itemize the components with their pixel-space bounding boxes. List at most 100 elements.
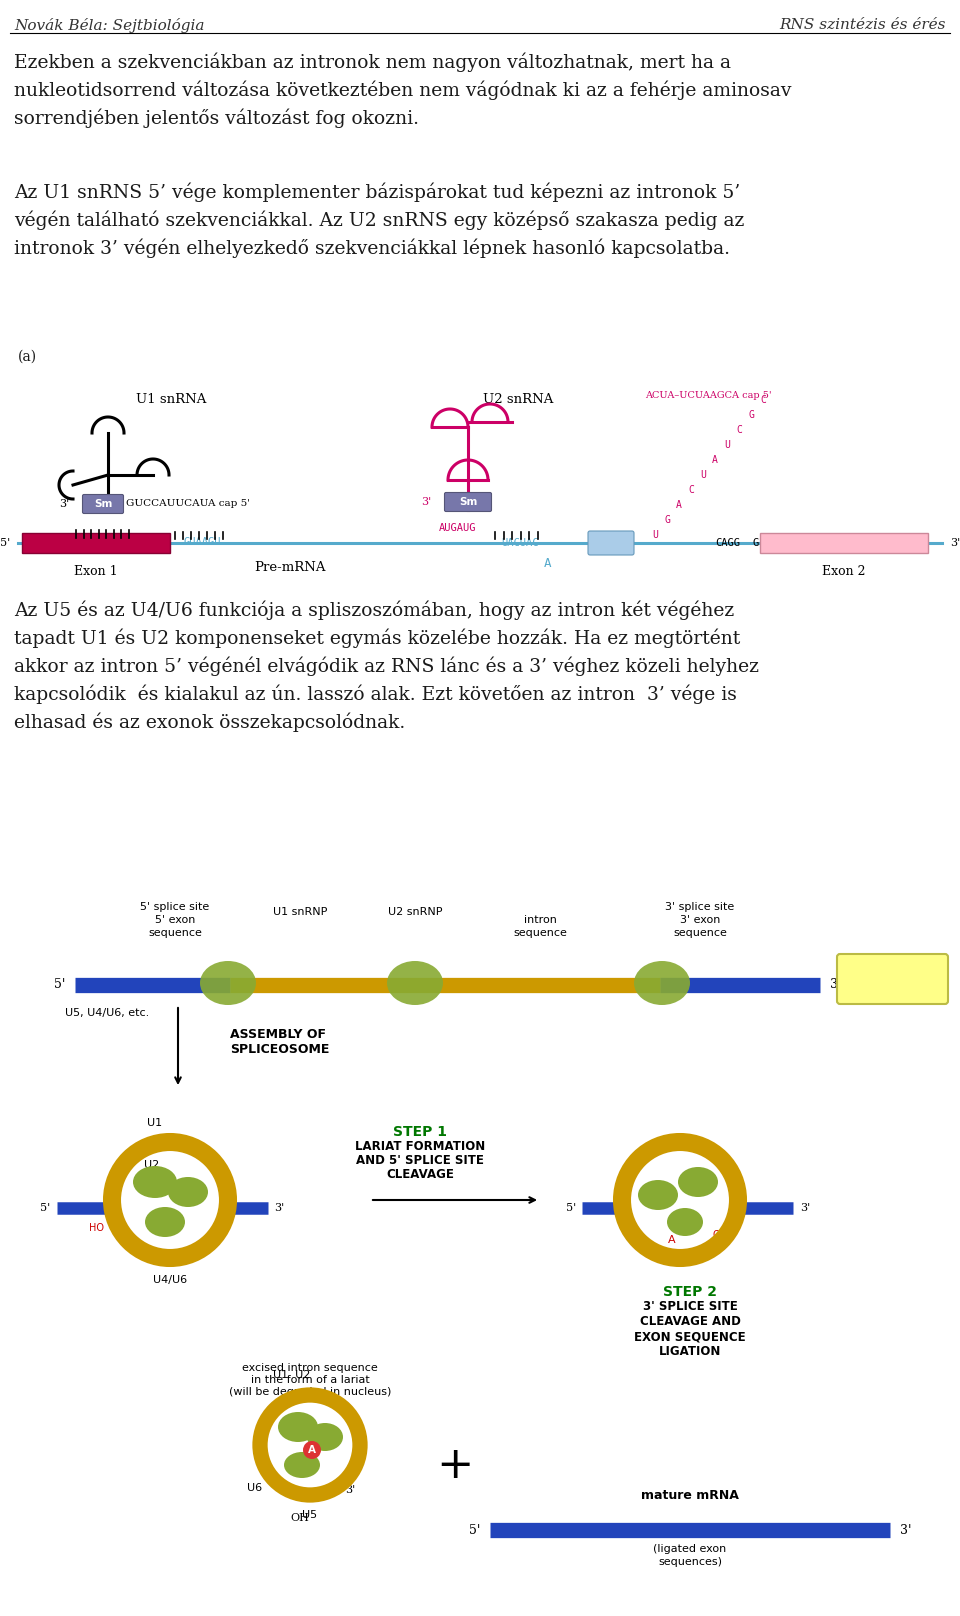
Text: Sm: Sm [459,498,477,507]
Text: U1: U1 [148,1118,162,1128]
Text: G: G [664,516,670,525]
Text: 3': 3' [59,499,69,509]
Text: U5, U4/U6, etc.: U5, U4/U6, etc. [65,1008,149,1018]
Text: RNS szintézis és érés: RNS szintézis és érés [780,18,946,32]
FancyBboxPatch shape [444,493,492,512]
Text: U1  U2: U1 U2 [274,1370,311,1380]
Ellipse shape [133,1167,177,1197]
Text: Pre-mRNA: Pre-mRNA [254,561,325,574]
Text: CLEAVAGE AND: CLEAVAGE AND [639,1315,740,1328]
Text: G: G [748,410,754,420]
Text: A: A [712,456,718,465]
Text: 5': 5' [0,538,10,548]
Text: LARIAT FORMATION: LARIAT FORMATION [355,1139,485,1152]
Text: ACUA–UCUAAGCA cap 5': ACUA–UCUAAGCA cap 5' [645,391,772,399]
Text: OH: OH [291,1513,309,1522]
Text: C: C [688,485,694,494]
Text: 5': 5' [565,1202,576,1214]
Text: 3' exon: 3' exon [680,915,720,924]
Text: A: A [544,558,552,570]
Text: U1 snRNA: U1 snRNA [136,393,206,406]
Text: EXON SEQUENCE: EXON SEQUENCE [635,1330,746,1343]
FancyBboxPatch shape [837,953,948,1004]
Text: sequence: sequence [513,928,567,937]
Text: U2 snRNA: U2 snRNA [483,393,553,406]
Text: U: U [724,440,730,449]
Text: ASSEMBLY OF: ASSEMBLY OF [230,1028,326,1041]
Text: OH: OH [712,1230,728,1239]
Text: Exon 1: Exon 1 [74,566,118,579]
Text: +: + [436,1443,473,1487]
Text: 3': 3' [345,1485,355,1495]
Text: Az U1 snRNS 5’ vége komplementer bázispárokat tud képezni az intronok 5’
végén t: Az U1 snRNS 5’ vége komplementer bázispá… [14,183,744,257]
Text: excised intron sequence: excised intron sequence [242,1362,378,1374]
Text: 3': 3' [900,1524,911,1537]
Text: U6: U6 [248,1483,263,1493]
Ellipse shape [168,1176,208,1207]
Text: U2 snRNP: U2 snRNP [388,907,443,916]
Ellipse shape [387,962,443,1005]
Text: HO: HO [89,1223,104,1233]
Ellipse shape [678,1167,718,1197]
Text: 3': 3' [800,1202,810,1214]
Ellipse shape [667,1209,703,1236]
Text: 5': 5' [54,979,65,992]
Text: 5': 5' [39,1202,50,1214]
Ellipse shape [145,1207,185,1236]
Text: U1 snRNP: U1 snRNP [273,907,327,916]
Text: 3': 3' [420,498,431,507]
Text: G: G [753,538,759,548]
Text: sequence: sequence [148,928,202,937]
Text: (will be degraded in nucleus): (will be degraded in nucleus) [228,1387,391,1396]
Ellipse shape [200,962,256,1005]
FancyBboxPatch shape [760,533,928,553]
Text: U4/U6: U4/U6 [153,1275,187,1285]
Text: 5' exon: 5' exon [155,915,195,924]
Text: 5': 5' [468,1524,480,1537]
Text: AUGAUG: AUGAUG [440,524,477,533]
Text: 3' SPLICE SITE: 3' SPLICE SITE [642,1299,737,1312]
Text: A: A [668,1235,676,1244]
Text: in the form of a lariat: in the form of a lariat [251,1375,370,1385]
Text: Exon 2: Exon 2 [823,566,866,579]
Circle shape [303,1441,321,1459]
Text: A: A [676,499,682,511]
Text: 3' splice site: 3' splice site [665,902,734,911]
Text: CAG: CAG [139,538,156,548]
FancyBboxPatch shape [588,532,634,554]
Text: GUCCAUUCAUA cap 5': GUCCAUUCAUA cap 5' [126,499,250,509]
Text: STEP 2: STEP 2 [663,1285,717,1299]
FancyBboxPatch shape [83,494,124,514]
FancyBboxPatch shape [22,533,170,553]
Text: CAGG: CAGG [715,538,740,548]
Text: Ezekben a szekvenciákban az intronok nem nagyon változhatnak, mert ha a
nukleoti: Ezekben a szekvenciákban az intronok nem… [14,52,791,128]
Ellipse shape [634,962,690,1005]
Ellipse shape [638,1180,678,1210]
Ellipse shape [307,1424,343,1451]
Text: sequences): sequences) [658,1556,722,1568]
Ellipse shape [278,1412,318,1441]
Text: mature mRNA: mature mRNA [641,1488,739,1501]
Text: GUAAGU: GUAAGU [183,537,221,546]
Text: U5: U5 [302,1509,318,1521]
Text: mRNA molecule: mRNA molecule [848,986,937,995]
Text: UACUAC: UACUAC [501,538,539,548]
Text: AND 5' SPLICE SITE: AND 5' SPLICE SITE [356,1154,484,1167]
Text: 3': 3' [830,979,842,992]
Ellipse shape [284,1453,320,1479]
Text: U2: U2 [144,1160,159,1170]
Text: Sm: Sm [94,499,112,509]
Text: A: A [308,1445,316,1454]
Text: Az U5 és az U4/U6 funkciója a spliszoszómában, hogy az intron két végéhez
tapadt: Az U5 és az U4/U6 funkciója a spliszoszó… [14,600,759,732]
Text: U: U [700,470,706,480]
Text: (a): (a) [18,351,37,364]
Text: U: U [652,530,658,540]
Text: LIGATION: LIGATION [659,1345,721,1357]
Text: 3': 3' [274,1202,284,1214]
Text: 3': 3' [950,538,960,548]
Text: STEP 1: STEP 1 [393,1125,447,1139]
Text: 5' splice site: 5' splice site [140,902,209,911]
Text: C: C [736,425,742,435]
Text: CLEAVAGE: CLEAVAGE [386,1168,454,1181]
Text: U5: U5 [165,1217,180,1227]
